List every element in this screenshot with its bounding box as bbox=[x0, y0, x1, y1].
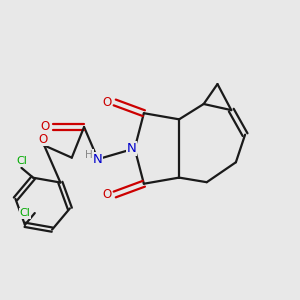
Text: N: N bbox=[127, 142, 136, 155]
Text: O: O bbox=[102, 96, 112, 109]
Text: O: O bbox=[40, 121, 50, 134]
Text: Cl: Cl bbox=[20, 208, 30, 218]
Text: H: H bbox=[85, 150, 93, 160]
Text: O: O bbox=[38, 133, 47, 146]
Text: O: O bbox=[102, 188, 112, 201]
Text: Cl: Cl bbox=[16, 156, 27, 166]
Text: N: N bbox=[93, 153, 103, 166]
